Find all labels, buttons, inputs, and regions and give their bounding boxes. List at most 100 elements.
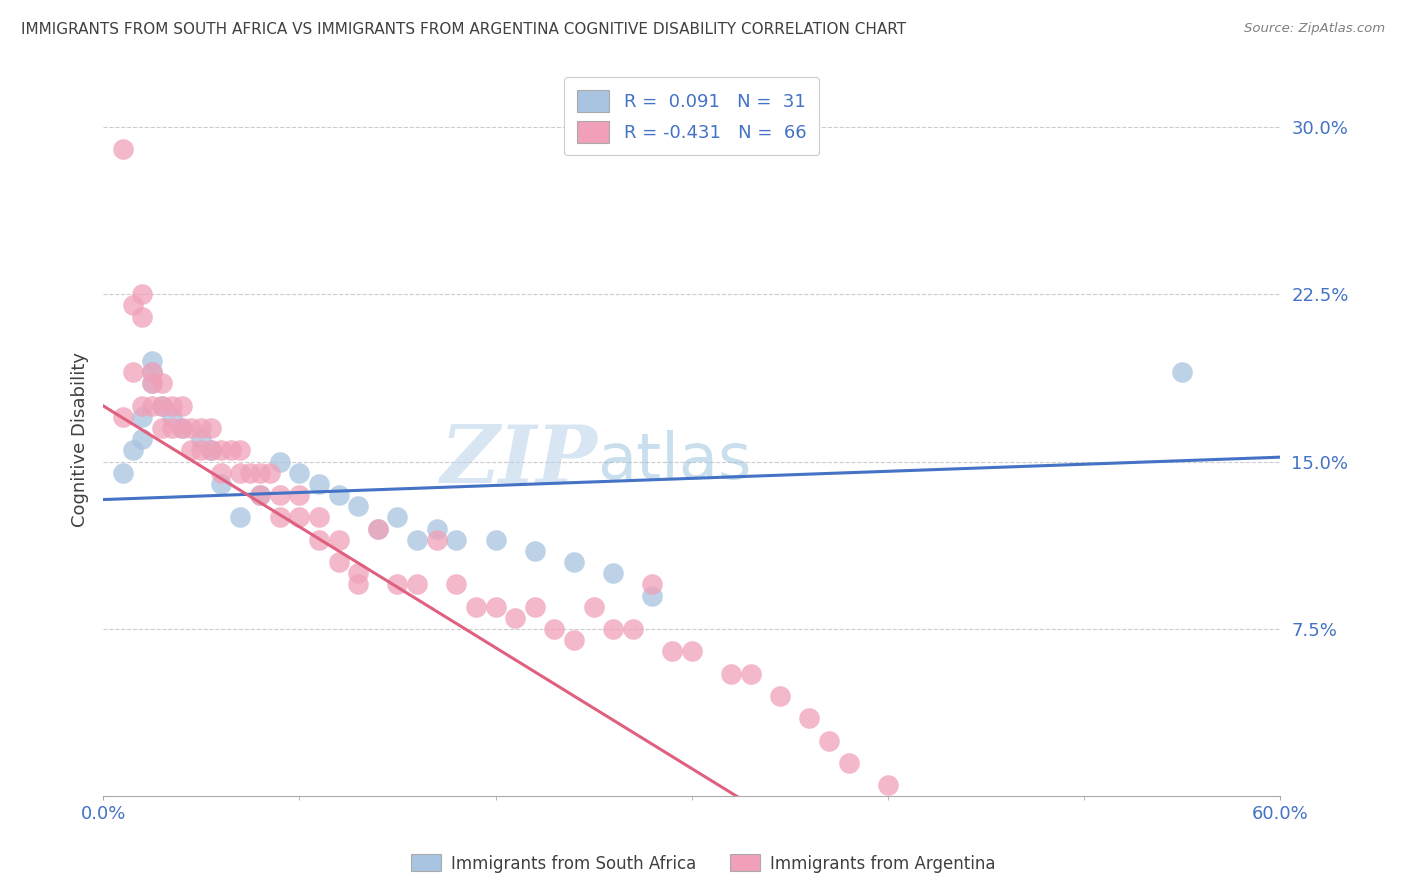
Point (150, 399, 173, 413)
Point (111, 409, 134, 424)
Point (464, 599, 486, 614)
Point (602, 566, 624, 581)
Point (150, 399, 173, 413)
Text: atlas: atlas (598, 430, 752, 491)
Point (200, 421, 222, 435)
Point (446, 577, 468, 591)
Point (141, 354, 163, 368)
Point (308, 477, 330, 491)
Point (141, 376, 163, 391)
Point (131, 399, 153, 413)
Point (229, 510, 252, 524)
Point (249, 466, 271, 480)
Point (121, 443, 143, 458)
Point (111, 466, 134, 480)
Point (562, 555, 585, 569)
Point (229, 466, 252, 480)
Point (269, 488, 291, 502)
Point (661, 644, 683, 658)
Point (484, 533, 506, 547)
Point (111, 142, 134, 156)
Y-axis label: Cognitive Disability: Cognitive Disability (72, 351, 89, 527)
Point (641, 577, 664, 591)
Point (387, 577, 409, 591)
Point (209, 477, 232, 491)
Point (259, 466, 281, 480)
Point (209, 466, 232, 480)
Legend: R =  0.091   N =  31, R = -0.431   N =  66: R = 0.091 N = 31, R = -0.431 N = 66 (564, 77, 820, 155)
Point (621, 622, 644, 636)
Text: ZIP: ZIP (440, 422, 598, 500)
Point (818, 733, 841, 747)
Point (200, 443, 222, 458)
Point (131, 310, 153, 324)
Point (229, 443, 252, 458)
Point (288, 488, 311, 502)
Point (347, 566, 370, 581)
Point (249, 488, 271, 502)
Point (523, 599, 546, 614)
Point (582, 599, 605, 614)
Point (387, 510, 409, 524)
Point (170, 421, 193, 435)
Text: Source: ZipAtlas.com: Source: ZipAtlas.com (1244, 22, 1385, 36)
Point (288, 510, 311, 524)
Point (180, 421, 202, 435)
Point (160, 399, 183, 413)
Point (131, 409, 153, 424)
Point (150, 421, 173, 435)
Point (543, 622, 565, 636)
Point (1171, 365, 1194, 379)
Point (484, 599, 506, 614)
Legend: Immigrants from South Africa, Immigrants from Argentina: Immigrants from South Africa, Immigrants… (405, 847, 1001, 880)
Point (141, 399, 163, 413)
Point (406, 577, 429, 591)
Point (200, 443, 222, 458)
Point (308, 510, 330, 524)
Point (740, 666, 762, 681)
Point (170, 421, 193, 435)
Point (720, 666, 742, 681)
Point (681, 644, 703, 658)
Point (562, 633, 585, 648)
Point (190, 421, 212, 435)
Point (190, 443, 212, 458)
Point (367, 522, 389, 536)
Point (446, 533, 468, 547)
Point (180, 443, 202, 458)
Point (641, 589, 664, 603)
Point (602, 622, 624, 636)
Point (170, 399, 193, 413)
Point (426, 533, 449, 547)
Point (249, 488, 271, 502)
Point (523, 544, 546, 558)
Point (269, 455, 291, 469)
Point (131, 432, 153, 446)
Point (328, 533, 350, 547)
Point (141, 365, 163, 379)
Point (121, 298, 143, 312)
Point (219, 443, 242, 458)
Point (877, 778, 900, 792)
Point (769, 689, 792, 703)
Point (160, 421, 183, 435)
Text: IMMIGRANTS FROM SOUTH AFRICA VS IMMIGRANTS FROM ARGENTINA COGNITIVE DISABILITY C: IMMIGRANTS FROM SOUTH AFRICA VS IMMIGRAN… (21, 22, 907, 37)
Point (308, 533, 330, 547)
Point (141, 376, 163, 391)
Point (503, 611, 526, 625)
Point (426, 522, 449, 536)
Point (406, 533, 429, 547)
Point (131, 287, 153, 301)
Point (799, 711, 821, 725)
Point (160, 409, 183, 424)
Point (288, 466, 311, 480)
Point (328, 555, 350, 569)
Point (190, 432, 212, 446)
Point (838, 756, 860, 770)
Point (121, 365, 143, 379)
Point (347, 577, 370, 591)
Point (269, 510, 291, 524)
Point (150, 376, 173, 391)
Point (141, 365, 163, 379)
Point (367, 522, 389, 536)
